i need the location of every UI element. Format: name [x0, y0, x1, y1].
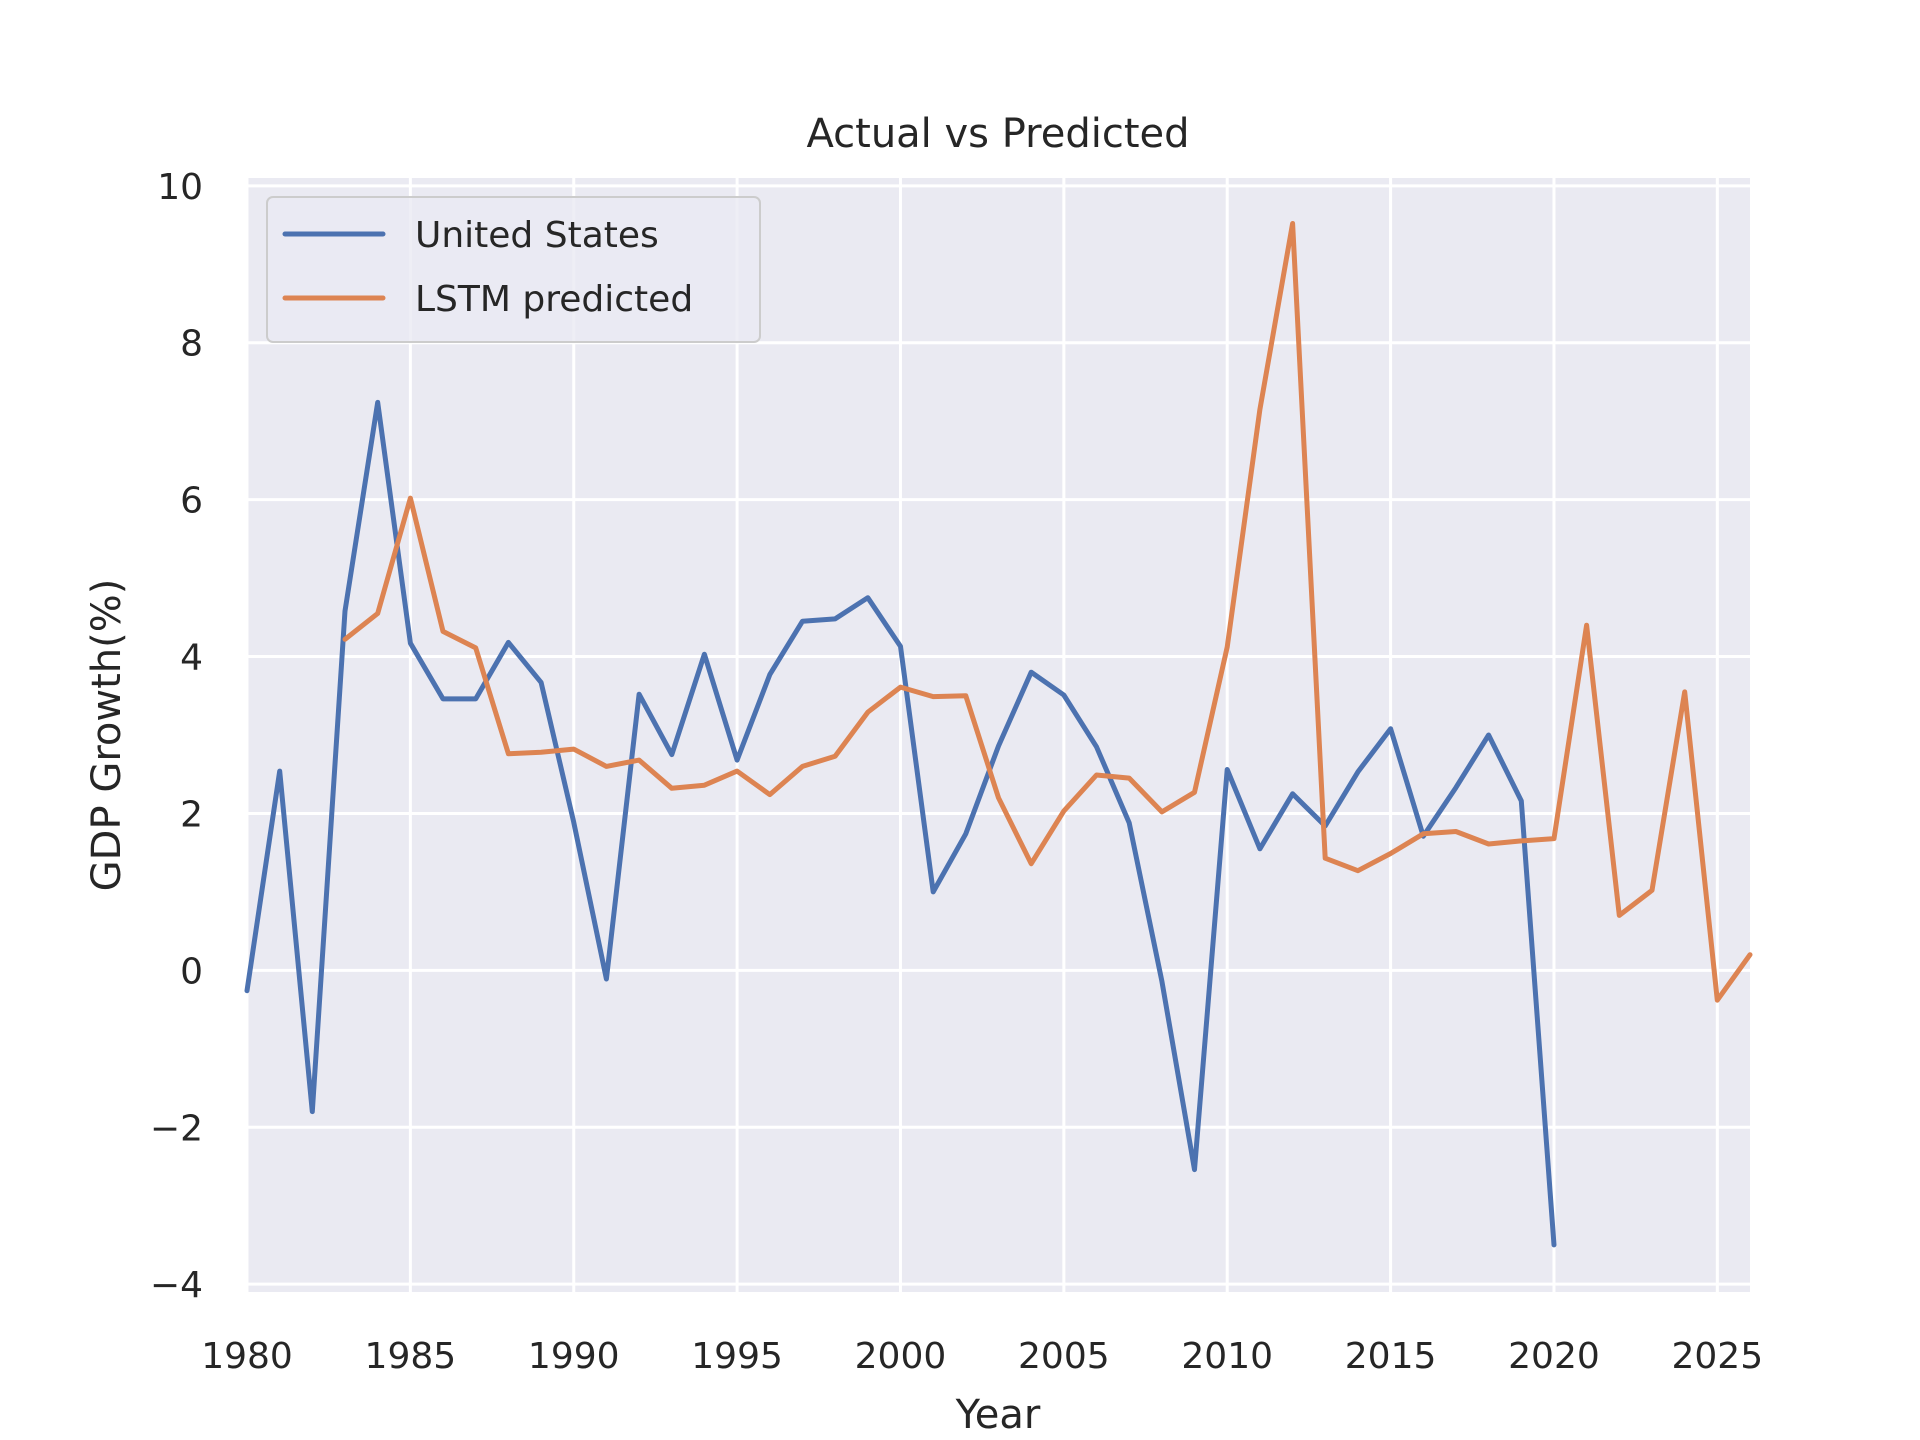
y-tick-label: 2	[180, 794, 203, 835]
y-tick-label: 6	[180, 481, 203, 522]
x-tick-label: 1985	[365, 1336, 457, 1377]
legend: United States LSTM predicted	[266, 196, 761, 343]
series-line-lstm-predicted	[342, 221, 1753, 1003]
y-tick-label: 4	[180, 638, 203, 679]
series-line-united-states	[244, 399, 1557, 1248]
grid-layer	[245, 178, 1750, 1292]
x-tick-label: 1980	[201, 1336, 293, 1377]
x-tick-label: 2025	[1672, 1336, 1764, 1377]
x-tick-label: 1995	[691, 1336, 783, 1377]
x-tick-label: 2000	[855, 1336, 947, 1377]
y-tick-label: −4	[150, 1265, 203, 1306]
series-layer	[244, 221, 1753, 1248]
chart-title: Actual vs Predicted	[806, 111, 1189, 157]
x-axis-label: Year	[955, 1392, 1041, 1438]
x-tick-label: 2005	[1018, 1336, 1110, 1377]
x-tick-label: 2015	[1345, 1336, 1437, 1377]
tick-layer: 1980 1985 1990 1995 2000 2005 2010 2015 2020 2025…	[150, 167, 1763, 1377]
y-tick-label: 8	[180, 324, 203, 365]
y-tick-label: −2	[150, 1108, 203, 1149]
legend-label-lstm-predicted: LSTM predicted	[415, 279, 693, 320]
y-tick-label: 10	[157, 167, 203, 208]
x-tick-label: 1990	[528, 1336, 620, 1377]
legend-label-united-states: United States	[415, 215, 659, 256]
legend-box	[266, 196, 761, 343]
y-axis-label: GDP Growth(%)	[84, 579, 130, 892]
x-tick-label: 2020	[1508, 1336, 1600, 1377]
x-tick-label: 2010	[1181, 1336, 1273, 1377]
y-tick-label: 0	[180, 951, 203, 992]
plot-area	[247, 178, 1750, 1292]
